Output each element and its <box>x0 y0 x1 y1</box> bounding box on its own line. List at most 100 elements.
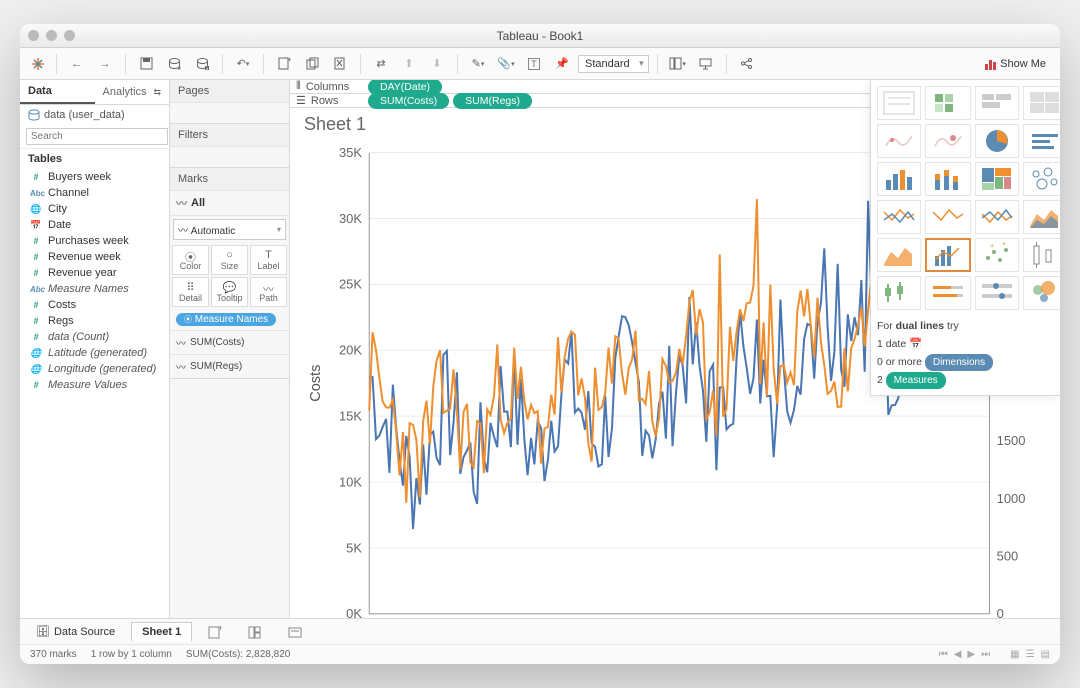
field-measure-values[interactable]: #Measure Values <box>20 377 169 393</box>
field-data-count-[interactable]: #data (Count) <box>20 329 169 345</box>
field-regs[interactable]: #Regs <box>20 313 169 329</box>
field-buyers-week[interactable]: #Buyers week <box>20 169 169 185</box>
label-button[interactable]: T <box>522 52 546 76</box>
showme-thumb-20[interactable] <box>877 276 921 310</box>
nav-first-icon[interactable]: ⏮ <box>939 649 948 660</box>
showme-thumb-8[interactable] <box>877 162 921 196</box>
new-dashboard-tab[interactable] <box>238 622 272 642</box>
svg-text:1500: 1500 <box>997 433 1026 448</box>
mark-tooltip[interactable]: 💬Tooltip <box>211 277 248 307</box>
showme-thumb-15[interactable] <box>1023 200 1060 234</box>
new-worksheet-button[interactable]: + <box>272 52 296 76</box>
clear-button[interactable] <box>328 52 352 76</box>
view-card-icon[interactable]: ▤ <box>1041 649 1050 660</box>
showme-thumb-23[interactable] <box>1023 276 1060 310</box>
view-list-icon[interactable]: ☰ <box>1026 649 1035 660</box>
sort-asc-button[interactable]: ⬆ <box>397 52 421 76</box>
mark-size[interactable]: ○Size <box>211 245 248 275</box>
mark-path[interactable]: 〰Path <box>250 277 287 307</box>
forward-button[interactable]: → <box>93 52 117 76</box>
new-story-tab[interactable] <box>278 622 312 642</box>
status-bar: 370 marks 1 row by 1 column SUM(Costs): … <box>20 644 1060 664</box>
marks-type-selector[interactable]: 〰 Automatic▾ <box>173 219 286 240</box>
window-controls[interactable] <box>28 30 75 41</box>
datasource-footer-tab[interactable]: 🗄Data Source <box>26 622 125 641</box>
field-costs[interactable]: #Costs <box>20 297 169 313</box>
search-input[interactable] <box>26 128 168 145</box>
svg-text:1000: 1000 <box>997 491 1026 506</box>
new-datasource-button[interactable] <box>162 52 186 76</box>
field-revenue-year[interactable]: #Revenue year <box>20 265 169 281</box>
svg-text:15K: 15K <box>339 408 362 423</box>
showme-thumb-14[interactable] <box>975 200 1019 234</box>
marks-sub-costs[interactable]: 〰SUM(Costs) <box>170 330 289 354</box>
mark-color[interactable]: ⦿Color <box>172 245 209 275</box>
showme-thumb-6[interactable] <box>975 124 1019 158</box>
showme-thumb-21[interactable] <box>925 276 971 310</box>
field-revenue-week[interactable]: #Revenue week <box>20 249 169 265</box>
database-icon <box>28 109 40 121</box>
pause-button[interactable] <box>190 52 214 76</box>
showme-thumb-12[interactable] <box>877 200 921 234</box>
svg-text:10K: 10K <box>339 474 362 489</box>
showme-thumb-9[interactable] <box>925 162 971 196</box>
undo-button[interactable]: ↶▾ <box>231 52 255 76</box>
sheet1-footer-tab[interactable]: Sheet 1 <box>131 622 192 641</box>
field-longitude-generated-[interactable]: 🌐Longitude (generated) <box>20 361 169 377</box>
showme-thumb-11[interactable] <box>1023 162 1060 196</box>
showme-thumb-3[interactable] <box>1023 86 1060 120</box>
data-pane: Data Analytics⇆ data (user_data) 🔍 ▽ ≡▾ … <box>20 80 170 618</box>
showme-thumb-16[interactable] <box>877 238 921 272</box>
view-grid-icon[interactable]: ▦ <box>1010 649 1019 660</box>
nav-prev-icon[interactable]: ◀ <box>954 649 962 660</box>
showme-thumb-5[interactable] <box>925 124 971 158</box>
pin-button[interactable]: 📌 <box>550 52 574 76</box>
field-date[interactable]: 📅Date <box>20 217 169 233</box>
svg-text:25K: 25K <box>339 277 362 292</box>
highlight-button[interactable]: ✎▾ <box>466 52 490 76</box>
showme-thumb-10[interactable] <box>975 162 1019 196</box>
back-button[interactable]: ← <box>65 52 89 76</box>
showme-thumb-1[interactable] <box>925 86 971 120</box>
nav-next-icon[interactable]: ▶ <box>967 649 975 660</box>
showme-thumb-7[interactable] <box>1023 124 1060 158</box>
showme-thumb-4[interactable] <box>877 124 921 158</box>
database-icon: 🗄 <box>36 625 50 638</box>
row-pill[interactable]: SUM(Regs) <box>453 93 532 109</box>
mark-label[interactable]: TLabel <box>250 245 287 275</box>
fit-selector[interactable]: Standard <box>578 55 649 73</box>
measure-names-pill[interactable]: ⦿ Measure Names <box>176 313 276 326</box>
marks-all[interactable]: 〰All <box>170 191 289 216</box>
showme-thumb-22[interactable] <box>975 276 1019 310</box>
nav-last-icon[interactable]: ⏭ <box>981 649 990 660</box>
showme-thumb-13[interactable] <box>925 200 971 234</box>
showme-thumb-19[interactable] <box>1023 238 1060 272</box>
swap-button[interactable]: ⇄ <box>369 52 393 76</box>
showme-button[interactable]: Show Me <box>979 56 1052 72</box>
mark-detail[interactable]: ⠿Detail <box>172 277 209 307</box>
field-city[interactable]: 🌐City <box>20 201 169 217</box>
showme-thumb-18[interactable]: ++ <box>975 238 1019 272</box>
showme-thumb-17[interactable] <box>925 238 971 272</box>
datasource-row[interactable]: data (user_data) <box>20 105 169 125</box>
data-tab[interactable]: Data <box>20 80 95 104</box>
field-latitude-generated-[interactable]: 🌐Latitude (generated) <box>20 345 169 361</box>
save-button[interactable] <box>134 52 158 76</box>
status-layout: 1 row by 1 column <box>91 649 172 660</box>
duplicate-button[interactable] <box>300 52 324 76</box>
field-measure-names[interactable]: AbcMeasure Names <box>20 281 169 297</box>
showme-thumb-0[interactable] <box>877 86 921 120</box>
show-cards-button[interactable]: ▾ <box>666 52 690 76</box>
new-worksheet-tab[interactable]: + <box>198 622 232 642</box>
analytics-tab[interactable]: Analytics⇆ <box>95 80 170 104</box>
row-pill[interactable]: SUM(Costs) <box>368 93 449 109</box>
marks-sub-regs[interactable]: 〰SUM(Regs) <box>170 354 289 378</box>
presentation-button[interactable] <box>694 52 718 76</box>
field-channel[interactable]: AbcChannel <box>20 185 169 201</box>
field-purchases-week[interactable]: #Purchases week <box>20 233 169 249</box>
status-marks: 370 marks <box>30 649 77 660</box>
sort-desc-button[interactable]: ⬇ <box>425 52 449 76</box>
share-button[interactable] <box>735 52 759 76</box>
group-button[interactable]: 📎▾ <box>494 52 518 76</box>
showme-thumb-2[interactable] <box>975 86 1019 120</box>
